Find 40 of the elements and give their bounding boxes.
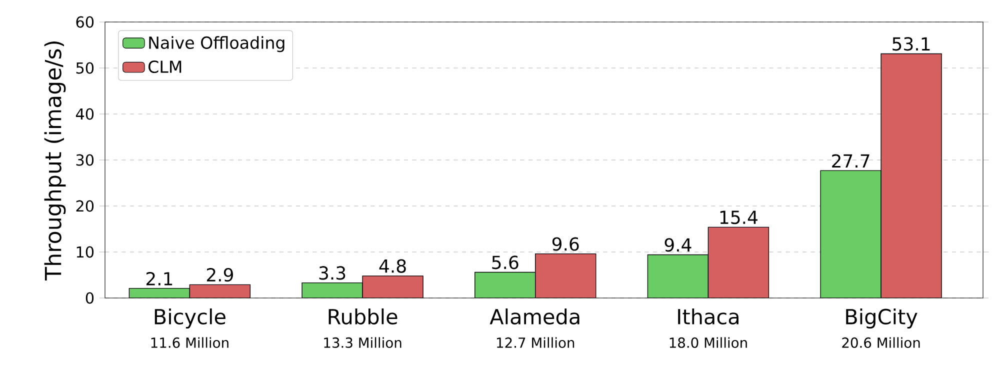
bar [190, 284, 250, 298]
data-label: 2.1 [146, 272, 172, 286]
data-label: 9.4 [664, 238, 692, 252]
data-label: 15.4 [720, 210, 758, 224]
text: 20.6 Million [842, 337, 920, 348]
bar [648, 254, 708, 298]
bar [474, 272, 536, 298]
y-tick-label: 50 [76, 62, 94, 74]
text: 12.7 Million [497, 337, 574, 348]
data-label: 2.9 [206, 268, 233, 282]
x-tick-label: BigCity [846, 308, 918, 329]
legend-label: CLM [148, 60, 182, 74]
legend-label: Naive Offloading [149, 36, 284, 52]
bar [708, 227, 769, 298]
y-tick-label: 10 [76, 246, 94, 258]
x-tick-label: Ithaca [678, 308, 738, 324]
text: 18.0 Million [670, 337, 747, 348]
data-label: 27.7 [832, 154, 870, 168]
y-tick-label: 20 [76, 200, 94, 212]
text: 11.6 Million [151, 337, 228, 348]
y-tick-label: 0 [86, 292, 94, 304]
bar [880, 53, 942, 298]
x-tick-label: Alameda [490, 308, 580, 324]
y-tick-label: 60 [76, 16, 94, 28]
text: 13.3 Million [324, 337, 402, 348]
y-axis-title: Throughput (image/s) [44, 41, 66, 280]
data-label: 53.1 [892, 37, 930, 51]
bar [535, 254, 596, 298]
data-label: 9.6 [552, 237, 579, 251]
x-tick-label: Rubble [328, 308, 398, 324]
bar [362, 276, 424, 298]
x-tick-label: Bicycle [154, 308, 226, 329]
data-label: 3.3 [319, 266, 346, 280]
bar [820, 170, 882, 298]
y-tick-label: 40 [76, 108, 94, 120]
data-label: 4.8 [379, 259, 406, 273]
y-tick-label: 30 [76, 154, 94, 166]
bar [302, 282, 363, 298]
bar [129, 288, 190, 298]
data-label: 5.6 [492, 256, 518, 270]
